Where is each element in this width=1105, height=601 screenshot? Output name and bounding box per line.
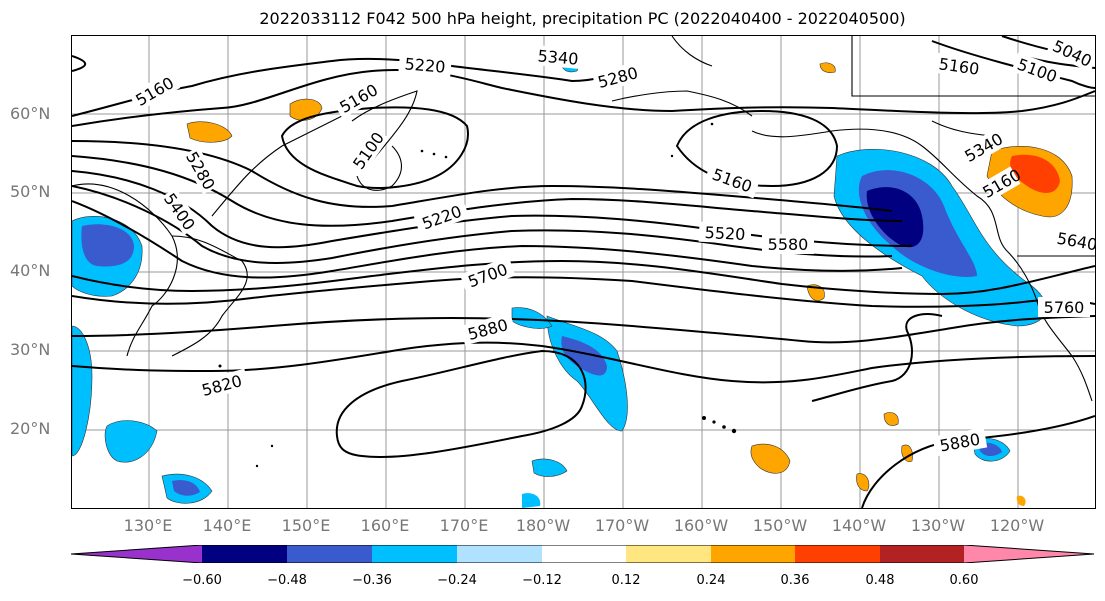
colorbar-segment <box>626 545 711 563</box>
colorbar-segment <box>880 545 964 563</box>
colorbar <box>71 545 1095 563</box>
colorbar-tick: −0.48 <box>267 573 307 588</box>
colorbar-tick: 0.12 <box>611 573 641 588</box>
colorbar-segment <box>795 545 880 563</box>
height-contours <box>72 36 1095 508</box>
colorbar-segment <box>202 545 287 563</box>
map-panel: 5160 5220 5340 5280 5160 5100 5160 5100 <box>71 35 1096 509</box>
colorbar-tick: 0.24 <box>696 573 726 588</box>
colorbar-segment <box>372 545 457 563</box>
colorbar-segment <box>711 545 795 563</box>
contour-label: 5160 <box>938 54 981 78</box>
colorbar-segment <box>457 545 542 563</box>
lat-label-40n: 40°N <box>10 261 51 280</box>
contour-label: 5220 <box>404 54 446 76</box>
map-canvas: 5160 5220 5340 5280 5160 5100 5160 5100 <box>72 36 1095 508</box>
lon-label: 160°W <box>673 516 729 535</box>
contour-label: 5640 <box>1055 229 1095 255</box>
map-title: 2022033112 F042 500 hPa height, precipit… <box>259 9 906 28</box>
colorbar-tick: 0.60 <box>949 573 979 588</box>
contour-label: 5160 <box>132 73 177 110</box>
lon-label: 170°E <box>439 516 489 535</box>
lon-label: 150°E <box>281 516 331 535</box>
lon-label: 120°W <box>989 516 1045 535</box>
colorbar-segment <box>964 545 1094 563</box>
contour-labels: 5160 5220 5340 5280 5160 5100 5160 5100 <box>128 36 1095 457</box>
lon-label: 140°E <box>202 516 252 535</box>
colorbar-segment <box>542 545 626 563</box>
contour-label: 5760 <box>1044 298 1085 317</box>
contour-label: 5580 <box>768 235 809 254</box>
colorbar-segment <box>71 545 202 563</box>
contour-label: 5160 <box>710 165 755 197</box>
contour-label: 5160 <box>336 80 381 117</box>
colorbar-tick: −0.60 <box>182 573 222 588</box>
lon-label: 180°W <box>515 516 571 535</box>
islands <box>218 122 737 468</box>
lon-label: 130°E <box>123 516 173 535</box>
contour-label: 5280 <box>182 148 219 193</box>
lon-label: 140°W <box>831 516 887 535</box>
lat-label-20n: 20°N <box>10 419 51 438</box>
colorbar-tick: 0.48 <box>865 573 895 588</box>
contour-label: 5280 <box>596 63 640 92</box>
colorbar-tick: −0.24 <box>437 573 477 588</box>
colorbar-tick: −0.12 <box>522 573 562 588</box>
lat-label-30n: 30°N <box>10 340 51 359</box>
lon-label: 130°W <box>910 516 966 535</box>
lat-label-60n: 60°N <box>10 104 51 123</box>
lon-label: 170°W <box>594 516 650 535</box>
positive-anomaly-shading <box>186 62 1073 506</box>
negative-anomaly-shading <box>72 59 1047 508</box>
lon-label: 160°E <box>360 516 410 535</box>
contour-label: 5520 <box>704 223 746 244</box>
lat-label-50n: 50°N <box>10 182 51 201</box>
contour-label: 5100 <box>1015 55 1060 87</box>
contour-label: 5880 <box>466 315 510 344</box>
colorbar-tick: −0.36 <box>352 573 392 588</box>
contour-label: 5340 <box>537 46 579 68</box>
contour-label: 5220 <box>419 202 464 234</box>
lon-label: 150°W <box>752 516 808 535</box>
colorbar-segment <box>287 545 372 563</box>
contour-label: 5820 <box>200 371 244 400</box>
colorbar-tick: 0.36 <box>780 573 810 588</box>
